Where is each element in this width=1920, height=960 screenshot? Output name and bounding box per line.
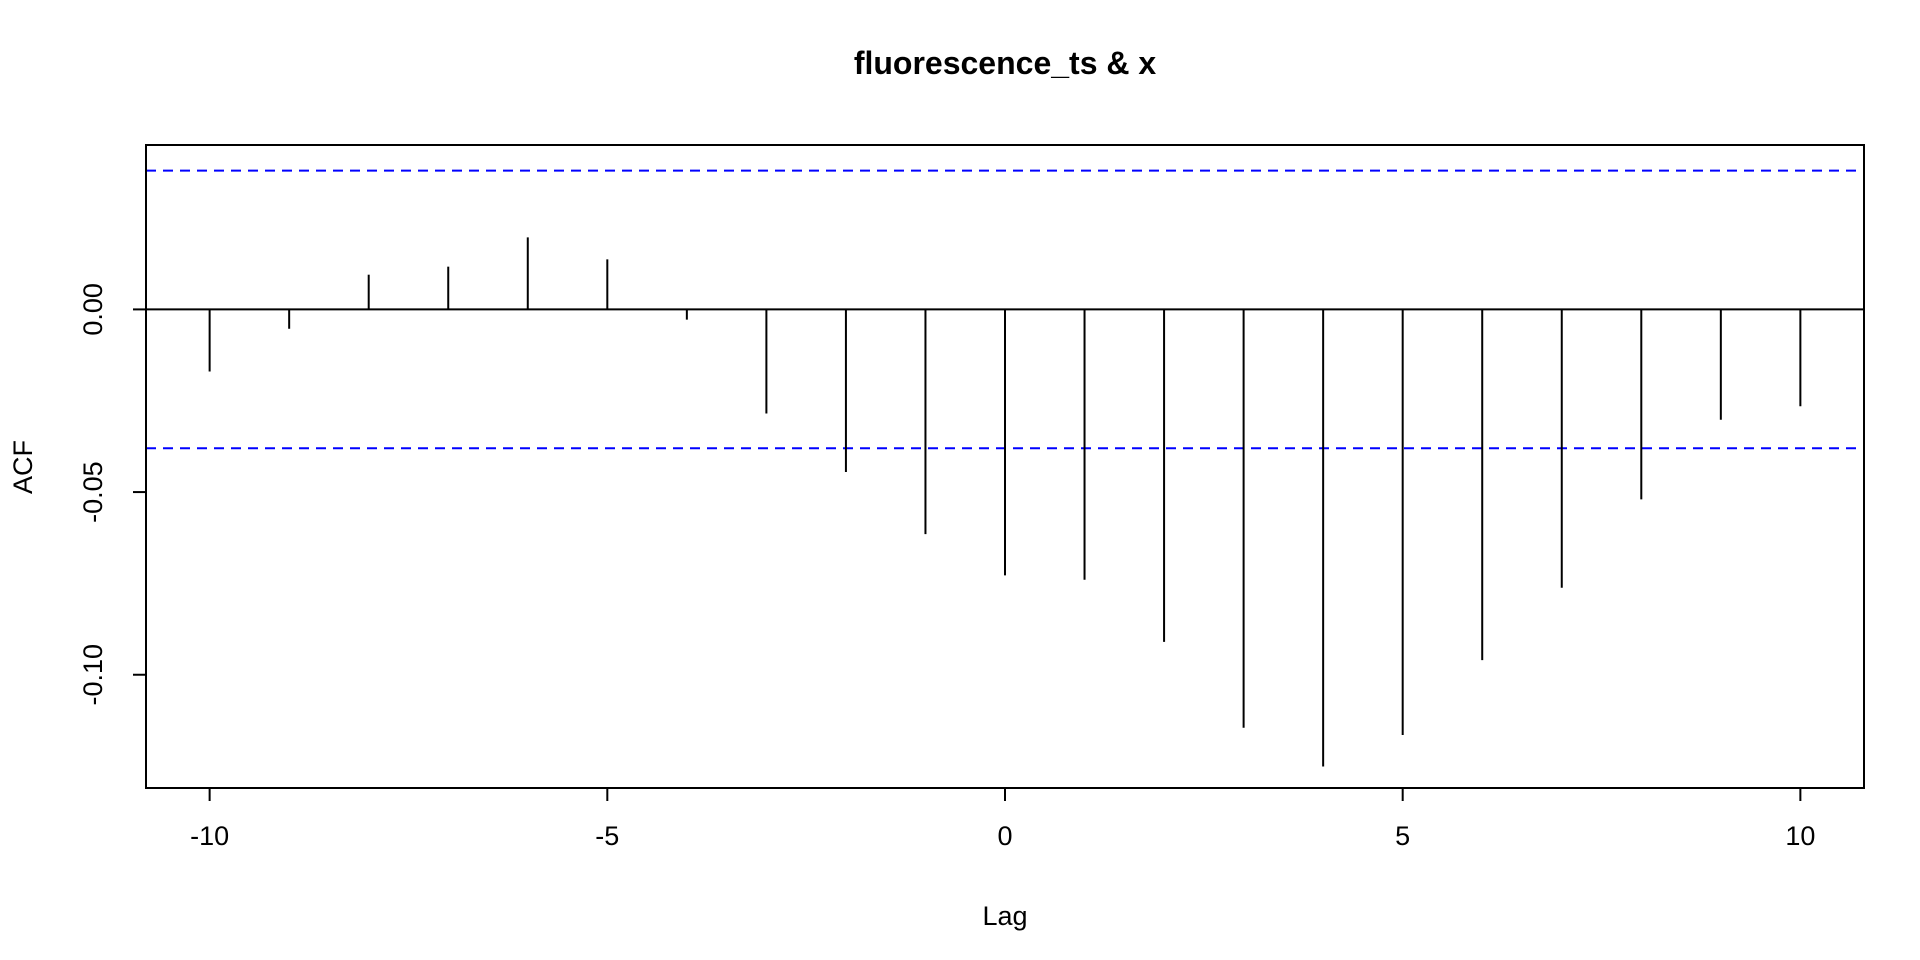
x-tick-label: 5 xyxy=(1395,821,1410,851)
y-axis: 0.00 -0.05 -0.10 xyxy=(78,283,147,706)
x-tick-label: -10 xyxy=(190,821,229,851)
y-axis-label: ACF xyxy=(8,440,38,494)
chart-title: fluorescence_ts & x xyxy=(854,45,1157,81)
y-tick-label: 0.00 xyxy=(78,283,108,336)
x-tick-label: -5 xyxy=(595,821,619,851)
y-tick-label: -0.05 xyxy=(78,461,108,523)
x-axis: -10 -5 0 5 10 xyxy=(190,787,1815,851)
acf-bars xyxy=(208,237,1802,767)
y-tick-label: -0.10 xyxy=(78,644,108,706)
x-tick-label: 0 xyxy=(997,821,1012,851)
x-axis-label: Lag xyxy=(982,901,1027,931)
x-tick-label: 10 xyxy=(1785,821,1815,851)
